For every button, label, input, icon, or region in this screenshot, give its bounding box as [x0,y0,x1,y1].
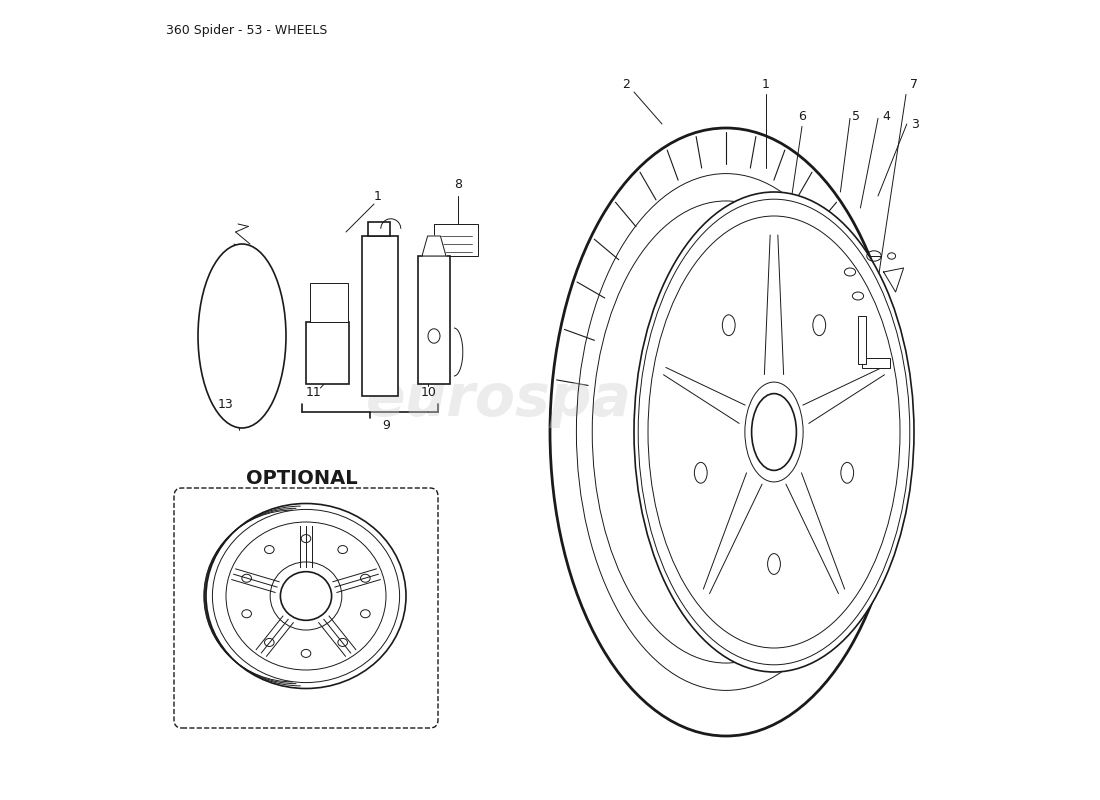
Text: 9: 9 [382,419,389,432]
Text: 5: 5 [851,110,859,122]
Text: 6: 6 [799,110,806,122]
Ellipse shape [751,394,796,470]
Text: 13: 13 [218,398,234,410]
Ellipse shape [550,128,902,736]
Polygon shape [786,473,845,594]
Text: 10: 10 [420,386,437,398]
Text: OPTIONAL: OPTIONAL [246,469,358,488]
Polygon shape [663,367,745,423]
Bar [368,222,390,236]
Text: 1: 1 [374,190,382,202]
Text: 2: 2 [623,78,630,90]
Text: eurospares: eurospares [365,371,735,429]
Bar [858,316,866,364]
Polygon shape [883,268,903,292]
Bar [418,256,450,384]
Polygon shape [422,236,446,256]
Bar [362,236,398,396]
Text: 8: 8 [454,178,462,190]
Text: 1: 1 [762,78,770,90]
Text: 360 Spider - 53 - WHEELS: 360 Spider - 53 - WHEELS [166,24,328,37]
Ellipse shape [198,244,286,428]
Text: 7: 7 [910,78,918,90]
Polygon shape [703,473,762,594]
Text: 4: 4 [883,110,891,122]
Bar [310,283,349,322]
Bar [434,224,478,256]
Text: 12: 12 [361,386,376,398]
Ellipse shape [634,192,914,672]
Text: 3: 3 [911,118,918,130]
Bar [862,358,890,368]
Text: 11: 11 [306,386,322,398]
Polygon shape [803,367,884,423]
Bar [306,322,349,384]
Polygon shape [764,235,783,374]
